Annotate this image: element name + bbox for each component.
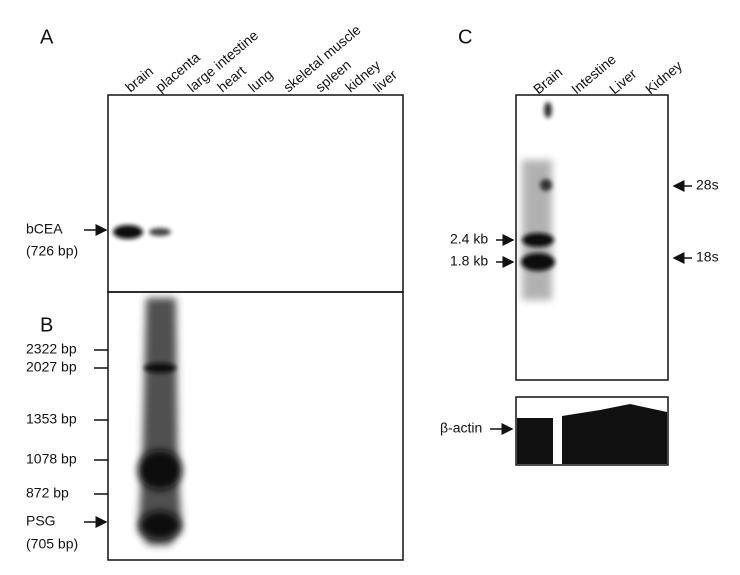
band [138, 450, 182, 490]
size-markers: 2.4 kb 1.8 kb 28s 18s [450, 177, 719, 269]
marker-label: bCEA [26, 221, 63, 237]
band [540, 179, 552, 191]
band-size: (705 bp) [26, 536, 78, 552]
size-label: 1353 bp [26, 411, 77, 427]
size-label: 18s [696, 249, 719, 265]
band [149, 228, 171, 236]
blot-b [107, 291, 404, 561]
size-label: 28s [696, 177, 719, 193]
band [521, 253, 555, 271]
marker-size: (726 bp) [26, 243, 78, 259]
size-label: 2.4 kb [450, 231, 488, 247]
band [517, 418, 553, 464]
band [544, 102, 552, 118]
size-label: 1.8 kb [450, 253, 488, 269]
lane-label: lung [245, 66, 276, 95]
lane-label: brain [122, 63, 156, 95]
blot-a [107, 94, 404, 293]
size-label: 2322 bp [26, 341, 77, 357]
band [562, 404, 667, 464]
size-label: 872 bp [26, 485, 69, 501]
band [140, 511, 180, 539]
size-label: 1078 bp [26, 451, 77, 467]
lane-label: Brain [530, 64, 565, 97]
control-label: β-actin [440, 420, 482, 436]
smear [138, 298, 182, 545]
panel-label: B [40, 314, 53, 336]
band-label: PSG [26, 513, 56, 529]
lane-label: Kidney [642, 57, 685, 97]
band [144, 363, 176, 373]
lane-label: Liver [606, 65, 640, 97]
blot-actin [515, 396, 669, 466]
panel-label: A [40, 26, 54, 48]
band [113, 225, 143, 239]
size-label: 2027 bp [26, 359, 77, 375]
size-markers: 2322 bp 2027 bp 1353 bp 1078 bp 872 bp [26, 341, 108, 501]
blot-c [515, 94, 669, 381]
panel-label: C [458, 26, 472, 48]
band [522, 233, 554, 247]
